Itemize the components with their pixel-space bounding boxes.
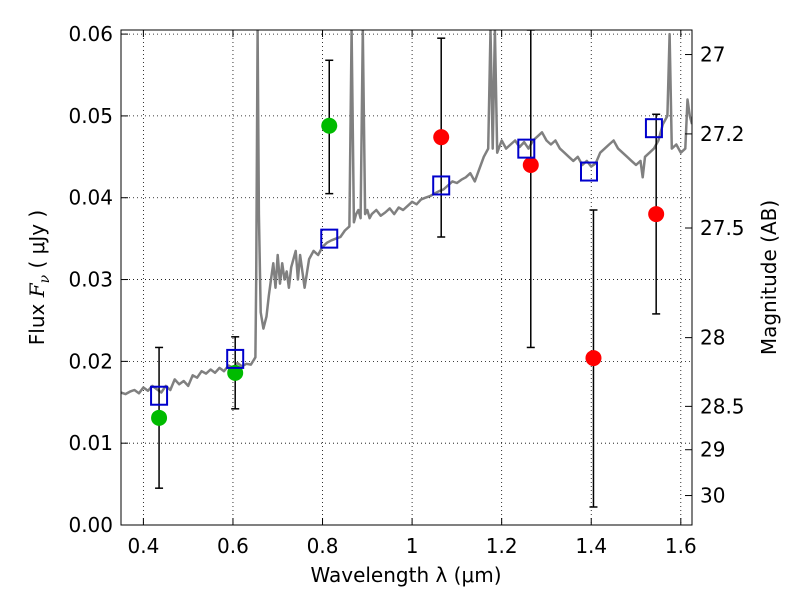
y-tick-label: 0.06 — [68, 22, 113, 46]
x-tick-label: 0.6 — [217, 534, 249, 558]
y2-tick-label: 28.5 — [700, 394, 745, 418]
x-tick-label: 0.8 — [307, 534, 339, 558]
model-point-square — [320, 228, 339, 249]
y-axis-label-symbol: F — [25, 282, 49, 298]
x-tick-label: 1.6 — [665, 534, 697, 558]
y-tick-label: 0.03 — [68, 268, 113, 292]
y2-tick-label: 30 — [700, 484, 725, 508]
y-axis-label: Flux Fν ( μJy ) — [25, 210, 53, 345]
grid — [121, 30, 692, 526]
data-point-circle — [585, 350, 602, 367]
y-tick-label: 0.04 — [68, 186, 113, 210]
plot-area — [121, 30, 692, 508]
y-tick-label: 0.05 — [68, 104, 113, 128]
y2-tick-label: 28 — [700, 326, 725, 350]
x-tick-label: 1.2 — [486, 534, 518, 558]
spectrum-line — [121, 30, 692, 396]
axis-ticks: 0.4 0.6 0.8 1 1.2 1.4 1.6 0.00 0.01 0.02 0.03 0.04 0… — [68, 22, 744, 558]
data-point-circle — [522, 157, 539, 173]
y2-tick-label: 27.5 — [700, 216, 745, 240]
x-axis-label: Wavelength λ (μm) — [310, 563, 501, 587]
model-point-square — [579, 161, 598, 182]
x-tick-label: 1.4 — [575, 534, 607, 558]
x-tick-label: 0.4 — [127, 534, 159, 558]
y2-tick-label: 27 — [700, 43, 725, 67]
y-tick-label: 0.00 — [68, 513, 113, 537]
model-point-square — [644, 118, 663, 139]
model-point-square — [226, 348, 245, 369]
data-point-circle — [433, 129, 450, 146]
y-axis-label-suffix: ( μJy ) — [25, 210, 49, 275]
plot-frame — [120, 29, 693, 526]
model-point-square — [150, 385, 169, 406]
y-tick-label: 0.02 — [68, 349, 113, 373]
data-point-circle — [648, 206, 665, 223]
model-point-square — [432, 175, 451, 196]
y-axis-label-prefix: Flux — [25, 297, 49, 345]
data-point-circle — [151, 409, 168, 426]
y2-tick-label: 27.2 — [700, 122, 745, 146]
y-tick-label: 0.01 — [68, 431, 113, 455]
y-axis-label-subscript: ν — [37, 274, 53, 283]
x-tick-label: 1 — [406, 534, 419, 558]
model-point-square — [517, 138, 536, 159]
y2-axis-label: Magnitude (AB) — [757, 200, 781, 355]
data-point-circle — [321, 117, 338, 134]
y2-tick-label: 29 — [700, 438, 725, 462]
